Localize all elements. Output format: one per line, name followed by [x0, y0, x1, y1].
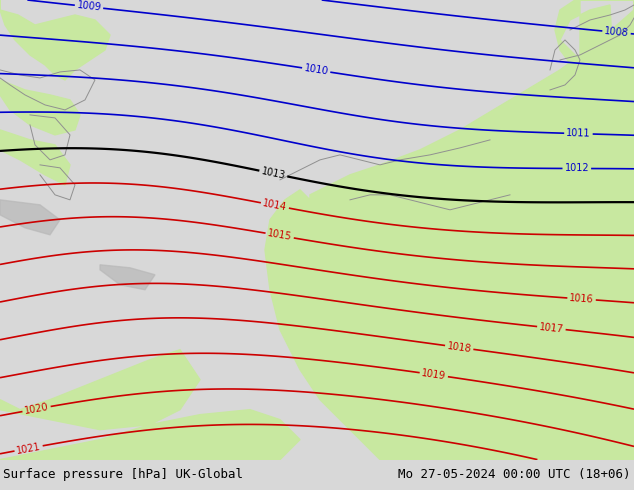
- Text: 1019: 1019: [421, 368, 446, 381]
- Polygon shape: [0, 0, 110, 80]
- Polygon shape: [0, 80, 80, 135]
- Text: 1015: 1015: [267, 228, 293, 243]
- Text: Surface pressure [hPa] UK-Global: Surface pressure [hPa] UK-Global: [3, 468, 243, 481]
- Text: 1013: 1013: [261, 166, 287, 181]
- Text: 1017: 1017: [539, 322, 564, 334]
- Text: 1009: 1009: [76, 0, 101, 13]
- Text: 1018: 1018: [446, 341, 472, 354]
- Polygon shape: [265, 10, 634, 460]
- Polygon shape: [0, 350, 200, 430]
- Polygon shape: [0, 200, 60, 235]
- Text: Mo 27-05-2024 00:00 UTC (18+06): Mo 27-05-2024 00:00 UTC (18+06): [398, 468, 631, 481]
- Polygon shape: [0, 130, 70, 185]
- Text: 1021: 1021: [16, 441, 42, 456]
- Polygon shape: [0, 410, 300, 460]
- Polygon shape: [555, 0, 634, 460]
- Text: 1008: 1008: [604, 26, 629, 39]
- Text: 1014: 1014: [262, 198, 288, 213]
- Text: 1016: 1016: [569, 293, 594, 305]
- Text: 1020: 1020: [23, 402, 49, 416]
- Text: 1012: 1012: [564, 164, 589, 173]
- Polygon shape: [100, 265, 155, 290]
- Text: 1010: 1010: [303, 63, 329, 77]
- Text: 1011: 1011: [566, 128, 591, 139]
